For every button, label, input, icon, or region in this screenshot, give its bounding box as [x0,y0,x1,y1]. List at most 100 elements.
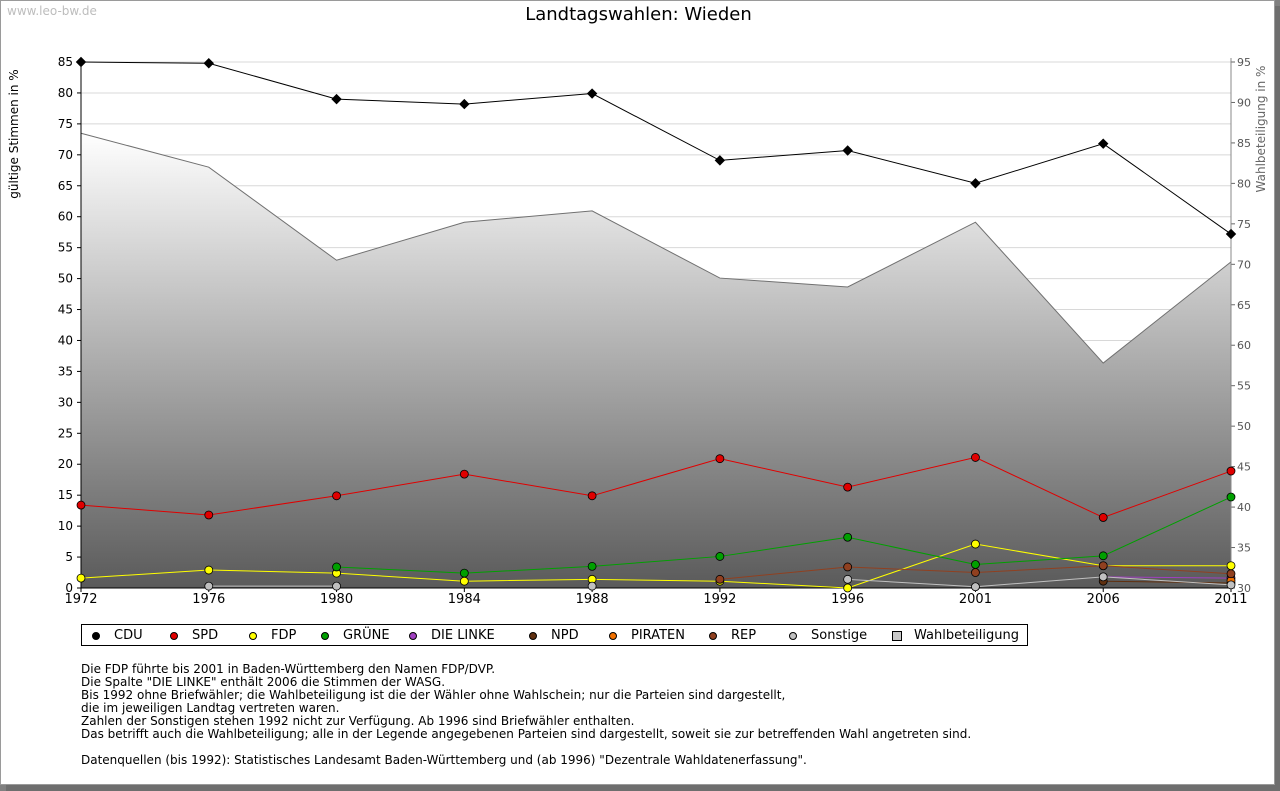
legend-label: Sonstige [811,628,868,643]
legend-label: CDU [114,628,143,643]
y-tick-label-left: 20 [58,457,73,471]
y-tick-label-left: 0 [65,581,73,595]
y-tick-label-left: 50 [58,272,73,286]
legend-marker [170,632,178,640]
data-point-cdu [1225,228,1237,240]
series-line-spd [80,456,1232,518]
data-point-gr-ne [1098,551,1108,561]
legend-marker [609,632,617,640]
frame-shadow-bottom [6,785,1280,791]
legend-label: DIE LINKE [431,628,495,643]
legend-label: GRÜNE [343,628,390,643]
series-sonstige [204,572,1236,592]
legend-marker [892,631,902,641]
series-line-fdp [80,543,1231,589]
data-point-spd [587,491,597,501]
series-rep [715,561,1236,584]
y-tick-label-right: 70 [1237,258,1251,271]
chart-title: Landtagswahlen: Wieden [525,4,752,25]
data-point-sonstige [1098,572,1108,582]
y-tick-label-left: 55 [58,241,73,255]
y-tick-label-left: 65 [58,179,73,193]
data-point-spd [715,454,725,464]
y-tick-label-right: 60 [1237,339,1251,352]
series-spd [76,453,1236,522]
series-group [75,56,1237,593]
data-point-cdu [970,178,981,189]
x-tick-label: 1996 [831,592,864,607]
data-point-cdu [75,56,87,68]
x-tick-label: 1980 [320,592,353,607]
x-tick-label: 2006 [1087,592,1120,607]
data-point-sonstige [971,582,980,592]
y-tick-label-left: 30 [58,395,73,409]
y-tick-label-left: 80 [58,86,73,100]
series-line-die-linke [1103,576,1232,579]
data-point-spd [459,469,469,479]
legend-label: NPD [551,628,579,643]
data-point-rep [1226,569,1236,579]
data-point-sonstige [587,581,597,591]
note-line: Die FDP führte bis 2001 in Baden-Württem… [81,662,496,676]
y-tick-label-right: 40 [1237,501,1251,514]
y-tick-label-right: 45 [1237,461,1251,474]
legend-marker [789,632,797,640]
watermark: www.leo-bw.de [7,4,97,18]
data-point-cdu [842,145,853,156]
y-tick-label-right: 90 [1237,96,1251,109]
data-point-cdu [714,155,726,166]
legend-label: REP [731,628,757,643]
data-point-rep [971,568,980,577]
series-line-gr-ne [336,496,1232,574]
tick-labels: 0 5 10 15 20 25 30 35 40 45 50 55 60 65 70 75 80 85 30 35 40… [58,55,1251,607]
data-point-rep [843,562,853,572]
legend-label: PIRATEN [631,628,685,643]
note-line: Das betrifft auch die Wahlbeteiligung; a… [81,727,972,741]
data-point-spd [843,482,853,492]
legend-marker [92,632,100,640]
data-point-gr-ne [1226,492,1236,502]
data-point-sonstige [1226,580,1236,590]
y-tick-label-left: 45 [58,303,73,317]
legend-label: FDP [271,628,297,643]
x-tick-label: 1992 [703,592,736,607]
y-tick-label-left: 70 [58,148,73,162]
data-point-fdp [459,576,469,586]
y-tick-label-right: 30 [1237,582,1251,595]
data-point-rep [1098,561,1108,571]
data-point-spd [1098,513,1108,522]
data-point-gr-ne [971,560,980,569]
data-point-gr-ne [459,568,469,578]
y-tick-label-right: 65 [1237,299,1251,312]
y-tick-label-left: 40 [58,333,73,347]
legend-label: SPD [192,628,219,643]
x-tick-label: 2001 [959,592,992,607]
data-point-sonstige [843,574,853,584]
data-point-cdu [1098,138,1109,149]
turnout-line [80,132,1232,364]
data-point-fdp [204,565,214,575]
note-line: Zahlen der Sonstigen stehen 1992 nicht z… [81,714,635,728]
note-line: die im jeweiligen Landtag vertreten ware… [81,701,340,715]
y-tick-label-left: 35 [58,364,73,378]
data-point-gr-ne [715,552,725,561]
data-point-fdp [76,573,86,583]
legend-marker [709,632,717,640]
data-point-spd [971,453,980,462]
series-line-sonstige [847,576,1232,588]
series-line-cdu [80,61,1232,235]
y-tick-label-right: 75 [1237,218,1251,231]
y-tick-label-left: 60 [58,210,73,224]
y-tick-label-right: 80 [1237,177,1251,190]
legend-marker [249,632,257,640]
y-tick-label-left: 10 [58,519,73,533]
series-line-npd [1103,580,1232,584]
data-point-cdu [203,58,214,69]
y-tick-label-right: 95 [1237,56,1251,69]
y-tick-label-left: 15 [58,488,73,502]
x-tick-label: 1972 [64,592,97,607]
data-point-spd [1226,466,1236,476]
x-tick-label: 1988 [576,592,609,607]
legend-marker [321,632,329,640]
legend-label: Wahlbeteiligung [914,628,1020,643]
